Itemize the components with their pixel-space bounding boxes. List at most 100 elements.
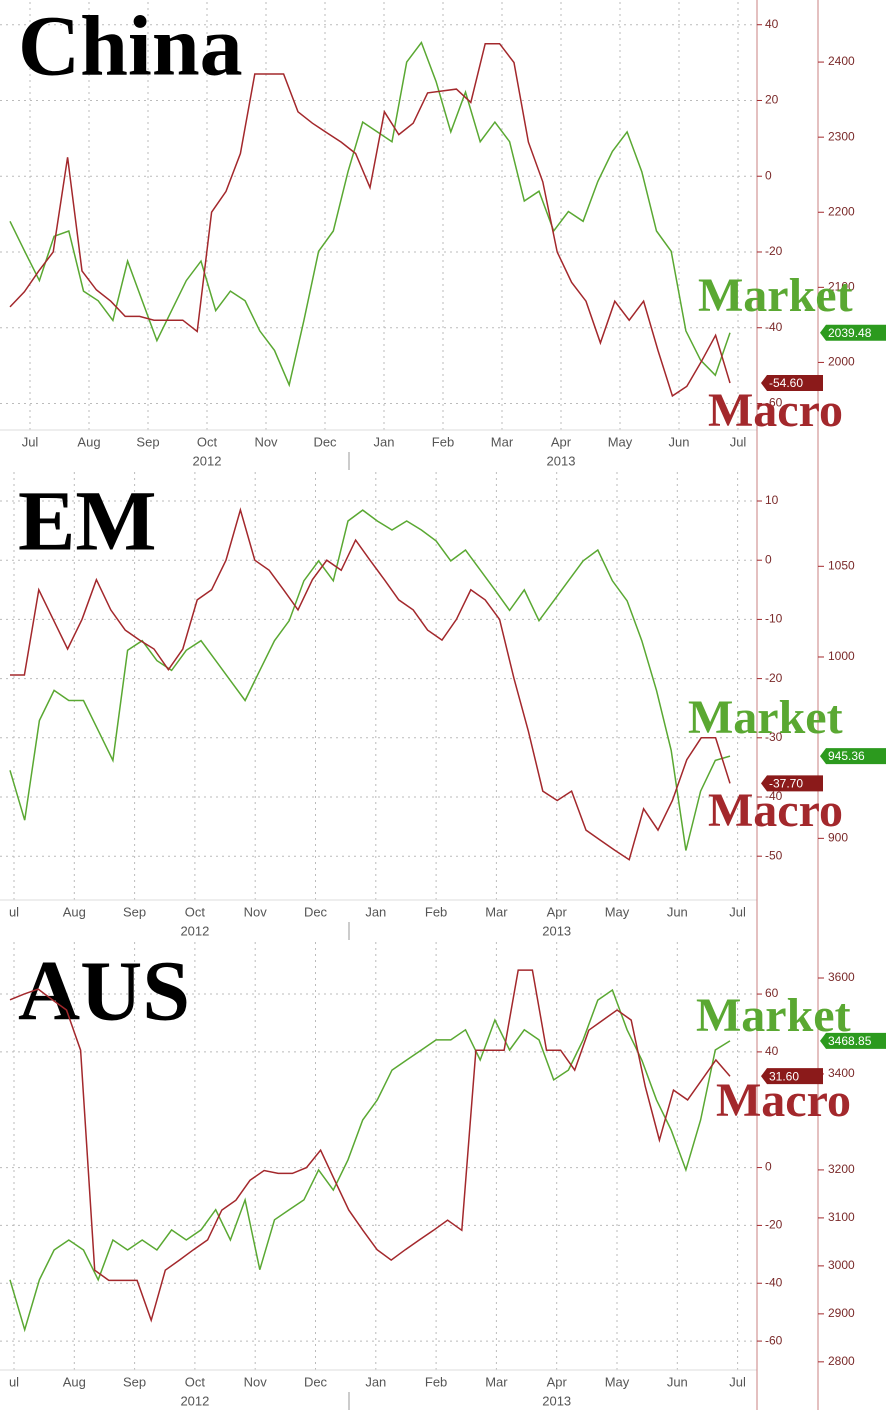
x-tick-label: Aug: [63, 904, 86, 919]
y-tick-label: -20: [765, 671, 783, 685]
x-tick-label: Sep: [136, 434, 159, 449]
y2-tick-label: 900: [828, 831, 848, 845]
y2-tick-label: 3600: [828, 970, 855, 984]
x-tick-label: Jan: [365, 904, 386, 919]
value-tag-label: -37.70: [769, 777, 803, 791]
x-tick-label: ul: [9, 1374, 19, 1389]
x-tick-label: Oct: [185, 904, 206, 919]
x-tick-label: May: [605, 1374, 630, 1389]
series-line: [9, 969, 731, 1323]
x-tick-label: Jan: [365, 1374, 386, 1389]
x-tick-label: Jan: [374, 434, 395, 449]
x-tick-label: Dec: [304, 904, 328, 919]
legend-label: Market: [698, 269, 853, 322]
y-tick-label: 40: [765, 17, 779, 31]
series-line: [9, 509, 731, 851]
x-tick-label: Nov: [244, 904, 268, 919]
series-line: [9, 42, 731, 398]
y2-tick-label: 3400: [828, 1066, 855, 1080]
y-tick-label: -40: [765, 1275, 783, 1289]
value-tag: [761, 1068, 823, 1085]
x-tick-label: Feb: [425, 1374, 447, 1389]
y2-tick-label: 3200: [828, 1162, 855, 1176]
year-label: 2013: [542, 1393, 571, 1408]
y-tick-label: -20: [765, 1218, 783, 1232]
x-tick-label: Oct: [197, 434, 218, 449]
year-label: 2012: [180, 1393, 209, 1408]
year-label: 2013: [542, 923, 571, 938]
legend-label: Macro: [708, 384, 843, 437]
y2-tick-label: 2800: [828, 1354, 855, 1368]
y-tick-label: -40: [765, 789, 783, 803]
y-tick-label: -30: [765, 730, 783, 744]
x-tick-label: May: [608, 434, 633, 449]
y-tick-label: 20: [765, 93, 779, 107]
x-tick-label: Nov: [254, 434, 278, 449]
x-tick-label: Jun: [667, 1374, 688, 1389]
x-tick-label: Aug: [77, 434, 100, 449]
x-tick-label: Jun: [669, 434, 690, 449]
panel: Jul Aug Sep Oct Nov Dec Jan Feb Mar Apr May Jun Jul 2…: [0, 0, 886, 470]
x-tick-label: Jul: [729, 1374, 746, 1389]
x-tick-label: Feb: [425, 904, 447, 919]
series-line: [10, 507, 731, 861]
y2-tick-label: 3100: [828, 1210, 855, 1224]
x-tick-label: Apr: [547, 1374, 568, 1389]
y-tick-label: -40: [765, 320, 783, 334]
y-tick-label: 60: [765, 986, 779, 1000]
y2-tick-label: 1000: [828, 649, 855, 663]
x-tick-label: Dec: [304, 1374, 328, 1389]
legend-label: Market: [688, 691, 843, 744]
x-tick-label: ul: [9, 904, 19, 919]
y2-tick-label: 2900: [828, 1306, 855, 1320]
x-tick-label: Jul: [730, 434, 747, 449]
y2-tick-label: 2400: [828, 54, 855, 68]
x-tick-label: Apr: [551, 434, 572, 449]
x-tick-label: Sep: [123, 1374, 146, 1389]
panel: ul Aug Sep Oct Nov Dec Jan Feb Mar Apr May Jun Jul 20…: [0, 940, 886, 1410]
y-tick-label: 40: [765, 1044, 779, 1058]
y-tick-label: -60: [765, 1333, 783, 1347]
y2-tick-label: 2000: [828, 355, 855, 369]
value-tag-label: 31.60: [769, 1069, 799, 1083]
y2-tick-label: 3000: [828, 1258, 855, 1272]
x-tick-label: Aug: [63, 1374, 86, 1389]
panel: ul Aug Sep Oct Nov Dec Jan Feb Mar Apr May Jun Jul 20…: [0, 470, 886, 940]
x-tick-label: Mar: [485, 904, 508, 919]
panel-title: AUS: [18, 943, 190, 1039]
x-tick-label: Nov: [244, 1374, 268, 1389]
value-tag: [820, 1032, 886, 1049]
x-tick-label: Jul: [729, 904, 746, 919]
year-label: 2013: [547, 453, 576, 468]
value-tag: [761, 375, 823, 392]
value-tag-label: 945.36: [828, 749, 865, 763]
y-tick-label: -20: [765, 244, 783, 258]
panel-title: China: [18, 0, 243, 94]
y-tick-label: 10: [765, 493, 779, 507]
x-tick-label: Jul: [22, 434, 39, 449]
value-tag: [820, 324, 886, 341]
panel-title: EM: [18, 473, 157, 569]
legend-label: Macro: [708, 784, 843, 837]
y2-tick-label: 2100: [828, 280, 855, 294]
year-label: 2012: [180, 923, 209, 938]
x-tick-label: Mar: [491, 434, 514, 449]
legend-label: Market: [696, 989, 851, 1042]
y2-tick-label: 2200: [828, 204, 855, 218]
y-tick-label: 0: [765, 1160, 772, 1174]
value-tag: [761, 775, 823, 792]
series-line: [9, 988, 731, 1333]
x-tick-label: Oct: [185, 1374, 206, 1389]
y-tick-label: -50: [765, 848, 783, 862]
x-tick-label: Feb: [432, 434, 454, 449]
y2-tick-label: 2300: [828, 129, 855, 143]
value-tag-label: 2039.48: [828, 326, 872, 340]
x-tick-label: Mar: [485, 1374, 508, 1389]
series-line: [9, 40, 731, 388]
y-tick-label: -60: [765, 396, 783, 410]
x-tick-label: Dec: [313, 434, 337, 449]
y-tick-label: 0: [765, 552, 772, 566]
y-tick-label: 0: [765, 168, 772, 182]
x-tick-label: Sep: [123, 904, 146, 919]
